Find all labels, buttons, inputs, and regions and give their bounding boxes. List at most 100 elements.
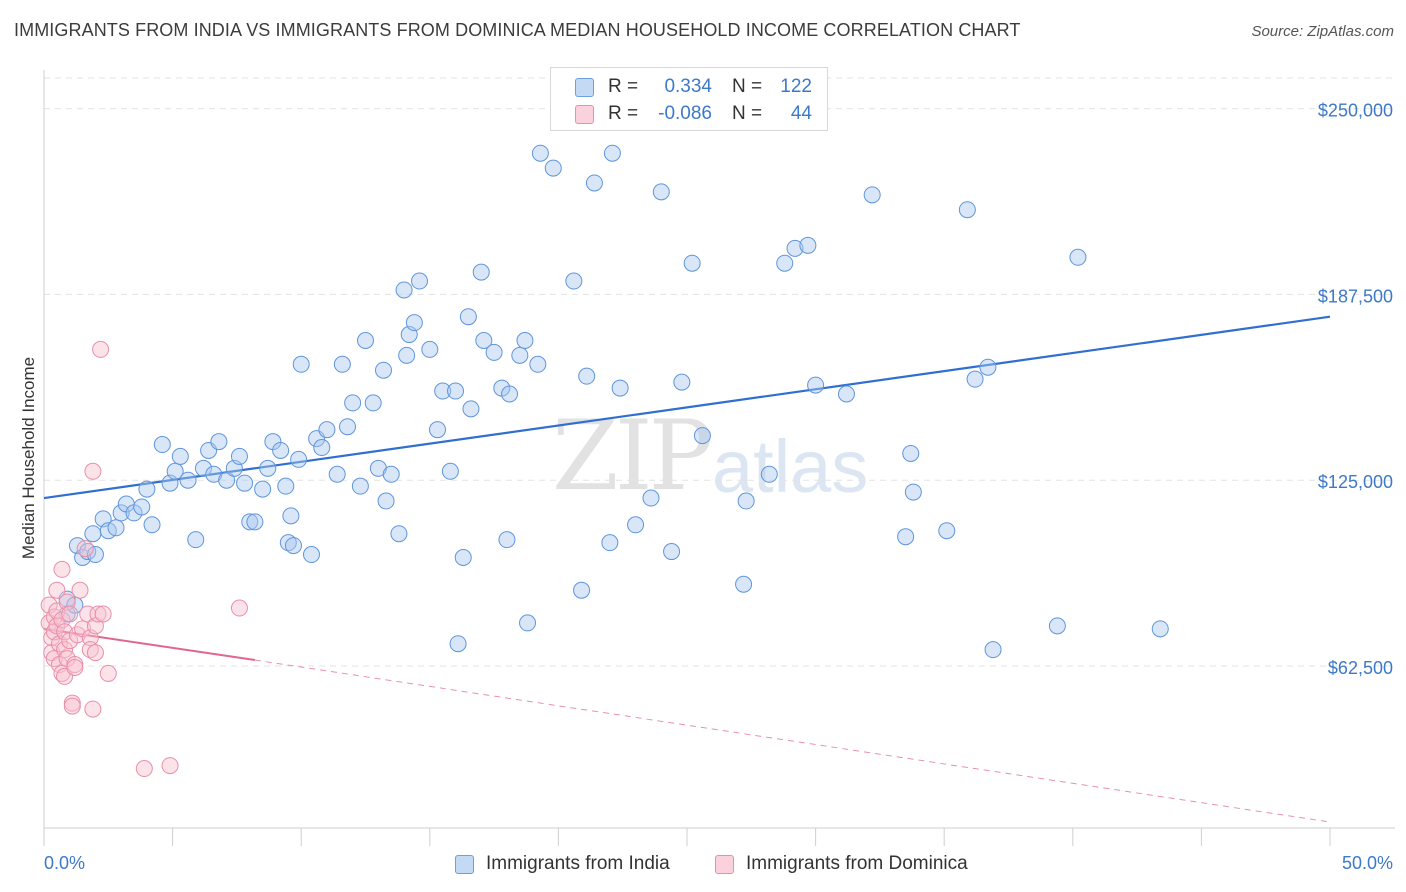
y-tick-label: $62,500 (1328, 658, 1393, 678)
data-point-india (351, 477, 369, 495)
data-point-india (544, 159, 562, 177)
data-point-dominica (76, 540, 94, 558)
series-india-points (58, 144, 1169, 659)
data-point-india (807, 376, 825, 394)
data-point-india (277, 477, 295, 495)
data-point-dominica (81, 641, 99, 659)
data-point-india (516, 332, 534, 350)
data-point-india (236, 474, 254, 492)
data-point-india (1048, 617, 1066, 635)
data-point-india (578, 367, 596, 385)
legend-label-dominica: Immigrants from Dominica (746, 853, 968, 874)
data-point-dominica (56, 623, 74, 641)
data-point-india (302, 546, 320, 564)
data-point-india (377, 492, 395, 510)
data-point-india (485, 343, 503, 361)
legend-n-label: N = (732, 76, 763, 97)
data-point-india (272, 441, 290, 459)
gridlines (44, 77, 1395, 667)
data-point-india (171, 447, 189, 465)
data-point-india (498, 531, 516, 549)
legend-r-label: R = (608, 103, 639, 124)
data-point-india (611, 379, 629, 397)
data-point-india (459, 308, 477, 326)
watermark-zip: ZIP (552, 400, 713, 512)
legend-label-india: Immigrants from India (486, 853, 670, 874)
data-point-india (405, 314, 423, 332)
data-point-dominica (79, 605, 97, 623)
data-point-india (411, 272, 429, 290)
data-point-india (333, 355, 351, 373)
data-point-india (603, 144, 621, 162)
data-point-india (642, 489, 660, 507)
data-point-india (194, 459, 212, 477)
data-point-india (693, 427, 711, 445)
trend-lines (43, 315, 1331, 823)
data-point-india (179, 471, 197, 489)
data-point-india (84, 525, 102, 543)
data-point-india (395, 281, 413, 299)
data-point-india (259, 459, 277, 477)
data-point-india (246, 513, 264, 531)
data-point-dominica (230, 599, 248, 617)
data-point-india (673, 373, 691, 391)
trend-line-india (43, 315, 1331, 500)
data-point-india (573, 581, 591, 599)
data-point-dominica (86, 644, 104, 662)
data-point-india (454, 548, 472, 566)
y-axis-label: Median Household Income (19, 357, 38, 559)
data-point-dominica (63, 697, 81, 715)
data-point-india (531, 144, 549, 162)
data-point-india (776, 254, 794, 272)
legend-swatch-india (575, 77, 594, 97)
data-point-india (966, 370, 984, 388)
data-point-india (290, 450, 308, 468)
legend-swatch-dominica (575, 104, 594, 124)
legend-row-dominica: R = -0.086 N = 44 (575, 101, 812, 127)
y-tick-label: $187,500 (1318, 286, 1393, 306)
data-point-india (187, 531, 205, 549)
data-point-india (627, 516, 645, 534)
x-tick-labels: 0.0% 50.0% (44, 853, 1393, 873)
legend-r-value: -0.086 (658, 103, 712, 124)
data-point-india (863, 186, 881, 204)
data-point-dominica (135, 760, 153, 778)
data-point-india (86, 546, 104, 564)
data-point-dominica (92, 340, 110, 358)
data-point-india (292, 355, 310, 373)
legend-swatch-india (455, 854, 474, 874)
y-tick-label: $125,000 (1318, 472, 1393, 492)
data-point-dominica (161, 757, 179, 775)
data-point-india (210, 433, 228, 451)
data-point-india (786, 239, 804, 257)
data-point-india (218, 471, 236, 489)
data-point-india (112, 504, 130, 522)
data-point-india (897, 528, 915, 546)
data-point-india (153, 436, 171, 454)
x-tick-label-min: 0.0% (44, 853, 85, 873)
data-point-india (284, 537, 302, 555)
data-point-dominica (94, 605, 112, 623)
data-point-india (799, 236, 817, 254)
data-point-india (449, 635, 467, 653)
legend-n-value: 44 (790, 103, 812, 124)
data-point-dominica (61, 605, 79, 623)
trend-line-dominica (43, 627, 256, 662)
data-point-india (979, 358, 997, 376)
data-point-india (429, 421, 447, 439)
data-point-india (475, 332, 493, 350)
data-point-india (338, 418, 356, 436)
data-point-india (166, 462, 184, 480)
data-point-india (138, 480, 156, 498)
legend-swatch-dominica (715, 854, 734, 874)
series-legend: Immigrants from India Immigrants from Do… (0, 853, 1406, 877)
trend-line-dominica-projection (254, 659, 1331, 823)
data-point-india (737, 492, 755, 510)
data-point-india (683, 254, 701, 272)
legend-item-india: Immigrants from India (455, 853, 670, 875)
data-point-india (143, 516, 161, 534)
data-point-india (735, 575, 753, 593)
legend-r-value: 0.334 (664, 76, 712, 97)
data-point-india (282, 507, 300, 525)
data-point-dominica (48, 581, 66, 599)
